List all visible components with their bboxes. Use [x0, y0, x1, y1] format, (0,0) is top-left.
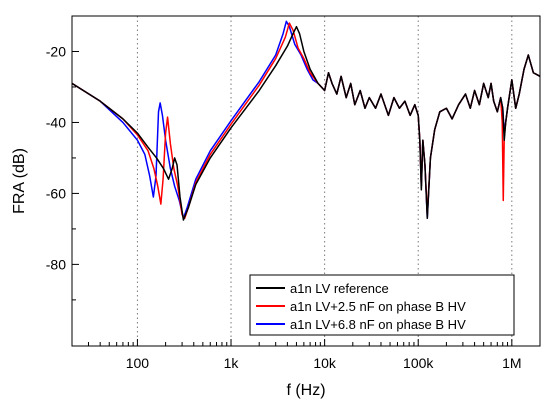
series-line-1 — [71, 22, 541, 220]
y-axis-title: FRA (dB) — [11, 148, 28, 214]
x-tick-label: 100 — [126, 355, 150, 371]
axes — [71, 15, 541, 347]
x-tick-label: 1M — [502, 355, 521, 371]
y-tick-label: -60 — [46, 185, 66, 201]
x-tick-label: 100k — [403, 355, 434, 371]
series-curves — [71, 20, 541, 221]
y-tick-label: -80 — [46, 256, 66, 272]
series-line-2 — [71, 20, 541, 220]
x-axis-title: f (Hz) — [286, 382, 325, 399]
legend-label-1: a1n LV+2.5 nF on phase B HV — [290, 299, 466, 314]
legend: a1n LV reference a1n LV+2.5 nF on phase B… — [249, 274, 515, 336]
legend-box — [249, 274, 515, 336]
x-axis-ticks: 100 1k 10k 100k 1M — [71, 339, 541, 371]
y-tick-label: -20 — [46, 43, 66, 59]
series-line-0 — [71, 25, 541, 221]
y-tick-label: -40 — [46, 114, 66, 130]
y-axis-ticks: -20 -40 -60 -80 — [46, 15, 79, 301]
legend-label-2: a1n LV+6.8 nF on phase B HV — [290, 317, 466, 332]
x-tick-label: 1k — [224, 355, 240, 371]
x-tick-label: 10k — [313, 355, 337, 371]
plot-frame — [71, 15, 541, 347]
legend-label-0: a1n LV reference — [290, 281, 389, 296]
